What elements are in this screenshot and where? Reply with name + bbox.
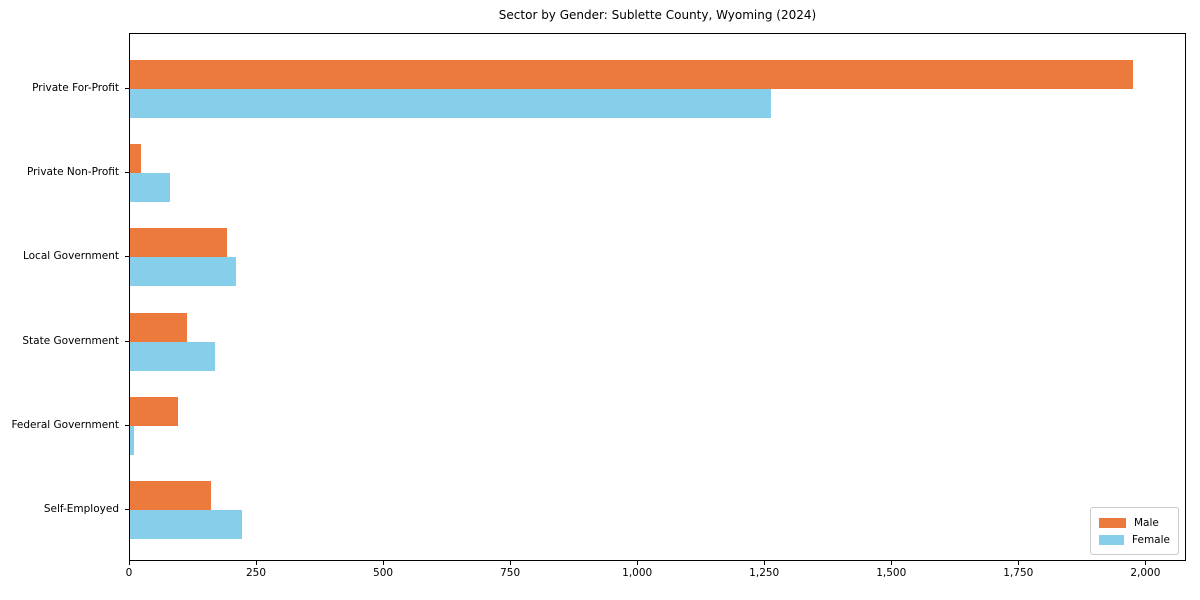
y-tick-label-state-government: State Government [22, 334, 119, 347]
bar-male-private-for-profit [130, 60, 1134, 89]
x-tick-mark [891, 561, 893, 565]
x-tick-mark [510, 561, 512, 565]
y-tick-label-private-non-profit: Private Non-Profit [26, 166, 119, 179]
bar-male-self-employed [130, 481, 211, 510]
x-tick-mark [764, 561, 766, 565]
bar-female-state-government [130, 341, 215, 371]
legend-swatch-male-icon [1099, 517, 1126, 528]
y-tick-label-local-government: Local Government [22, 250, 119, 263]
legend: Male Female [1090, 507, 1179, 555]
x-tick-label: 1,250 [749, 567, 780, 579]
x-tick-mark [637, 561, 639, 565]
y-tick-mark [125, 172, 129, 174]
x-tick-mark [1018, 561, 1020, 565]
y-tick-label-private-for-profit: Private For-Profit [32, 82, 119, 94]
x-tick-label: 750 [500, 567, 521, 579]
legend-swatch-female-icon [1099, 534, 1125, 545]
x-tick-label: 1,750 [1003, 567, 1034, 579]
x-tick-label: 2,000 [1130, 567, 1161, 579]
x-tick-label: 1,000 [622, 567, 653, 579]
y-tick-mark [125, 340, 129, 342]
y-tick-mark [125, 424, 129, 426]
plot-area [129, 33, 1186, 561]
bar-female-private-non-profit [130, 173, 171, 203]
y-tick-mark [125, 88, 129, 89]
bar-female-private-for-profit [130, 89, 772, 118]
bar-male-private-non-profit [130, 144, 142, 174]
x-tick-label: 250 [246, 567, 267, 579]
bar-female-local-government [130, 257, 236, 287]
legend-entry-male: Male [1099, 517, 1170, 529]
legend-label-male: Male [1134, 516, 1159, 529]
x-tick-mark [256, 561, 258, 565]
legend-label-female: Female [1132, 533, 1170, 546]
x-tick-label: 0 [125, 567, 133, 579]
x-tick-mark [1145, 561, 1147, 565]
bar-male-federal-government [130, 396, 178, 426]
y-tick-label-federal-government: Federal Government [11, 418, 119, 431]
legend-entry-female: Female [1099, 534, 1170, 546]
bar-female-self-employed [130, 510, 242, 539]
bar-female-federal-government [130, 425, 135, 455]
bar-male-local-government [130, 228, 227, 258]
x-tick-label: 1,500 [876, 567, 907, 579]
y-tick-label-self-employed: Self-Employed [43, 503, 119, 515]
y-tick-mark [125, 256, 129, 258]
x-tick-label: 500 [373, 567, 394, 579]
x-tick-mark [383, 561, 385, 565]
bar-male-state-government [130, 312, 188, 342]
x-tick-mark [129, 561, 130, 565]
y-tick-mark [125, 509, 129, 510]
chart-title: Sector by Gender: Sublette County, Wyomi… [498, 8, 817, 22]
